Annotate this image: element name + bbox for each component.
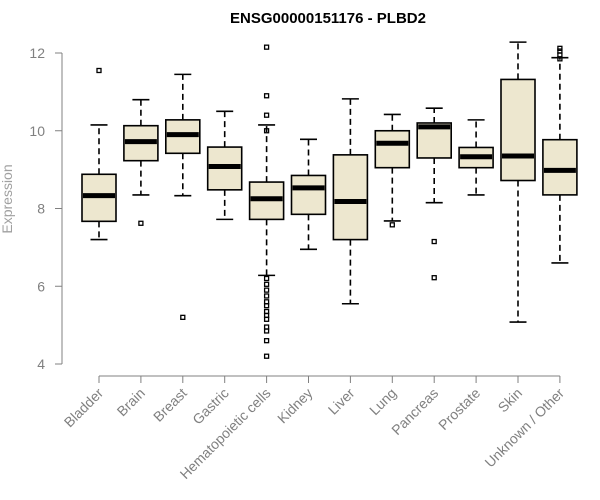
x-tick-label: Brain xyxy=(114,385,148,419)
chart-title: ENSG00000151176 - PLBD2 xyxy=(230,10,426,27)
box-group-hematopoietic-cells xyxy=(248,44,285,359)
outlier-point xyxy=(263,328,270,334)
box-group-pancreas xyxy=(416,107,453,281)
box-group-brain xyxy=(123,98,159,226)
outlier-point xyxy=(180,314,186,321)
x-tick-label: Lung xyxy=(366,385,399,418)
box-group-bladder xyxy=(81,67,117,241)
outlier-point xyxy=(431,275,437,281)
box-group-prostate xyxy=(458,119,494,196)
x-tick-label: Unknown / Other xyxy=(481,385,567,471)
box xyxy=(542,138,578,196)
box-group-liver xyxy=(332,98,369,305)
outlier-point xyxy=(431,238,437,245)
box xyxy=(500,78,536,182)
y-tick-label: 12 xyxy=(29,45,45,61)
outlier-point xyxy=(389,222,395,228)
box-group-skin xyxy=(500,41,536,323)
box xyxy=(332,154,369,241)
outlier-point xyxy=(263,112,270,118)
boxes xyxy=(81,41,578,359)
outlier-point xyxy=(557,45,563,51)
outlier-point xyxy=(263,287,270,293)
x-tick-label: Prostate xyxy=(435,385,483,433)
outlier-point xyxy=(263,275,270,282)
y-axis: 4 6 8 10 12 xyxy=(29,45,63,372)
outlier-point xyxy=(263,93,270,99)
box-group-unknown-other xyxy=(542,45,578,264)
y-tick-label: 6 xyxy=(37,278,45,294)
outlier-point xyxy=(263,293,270,299)
x-tick-label: Skin xyxy=(495,385,526,416)
outlier-point xyxy=(263,316,270,322)
outlier-point xyxy=(263,338,270,344)
outlier-point xyxy=(557,56,563,62)
x-tick-label: Kidney xyxy=(274,385,316,427)
outlier-point xyxy=(263,353,270,359)
outlier-point xyxy=(263,128,270,134)
box xyxy=(290,174,327,216)
x-tick-label: Liver xyxy=(325,385,358,418)
outlier-point xyxy=(263,44,270,50)
y-tick-label: 8 xyxy=(37,201,45,217)
x-tick-label: Bladder xyxy=(61,385,107,431)
y-tick-label: 10 xyxy=(29,123,45,139)
outlier-point xyxy=(96,67,102,74)
box-group-breast xyxy=(165,73,201,321)
box-group-gastric xyxy=(206,110,243,221)
box xyxy=(374,129,411,169)
x-tick-label: Pancreas xyxy=(388,385,441,438)
box-group-lung xyxy=(374,113,411,228)
x-tick-label: Breast xyxy=(150,385,190,425)
outlier-point xyxy=(263,303,270,309)
outlier-point xyxy=(138,220,144,226)
box-group-kidney xyxy=(290,138,327,251)
y-tick-label: 4 xyxy=(37,356,45,372)
outlier-point xyxy=(263,281,270,287)
y-axis-label: Expression xyxy=(0,164,15,233)
